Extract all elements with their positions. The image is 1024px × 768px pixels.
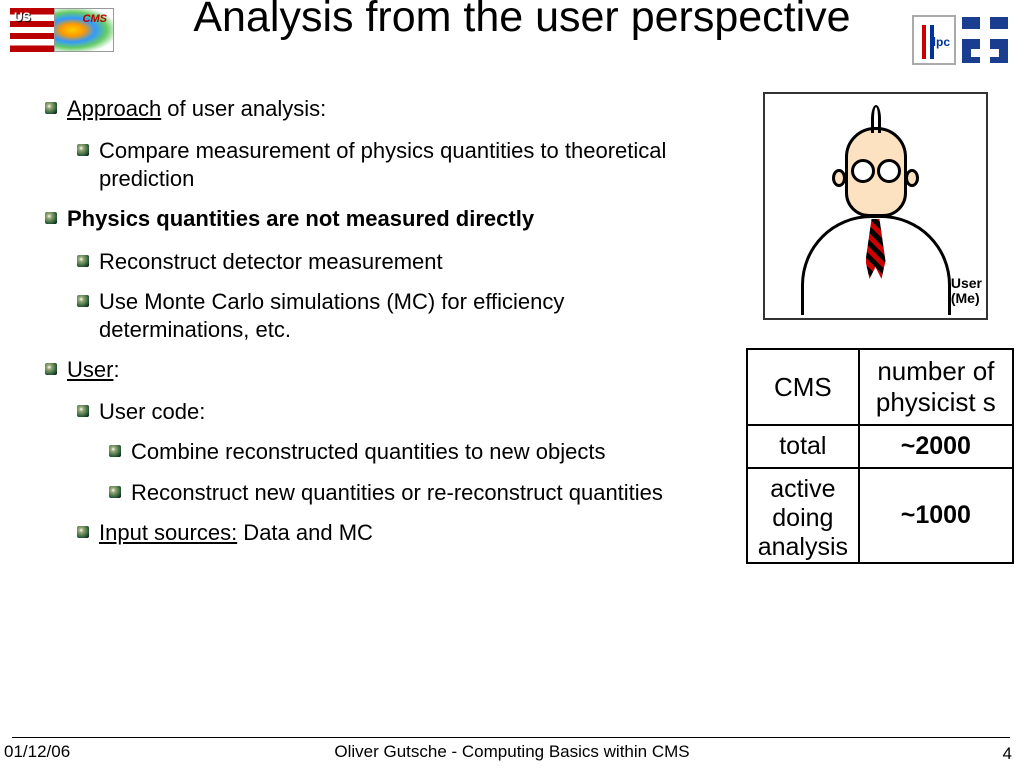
caption-line2: (Me)	[951, 290, 980, 306]
footer-rule	[12, 737, 1010, 738]
td-total-val: ~2000	[859, 425, 1013, 468]
user-label: User	[67, 357, 113, 382]
lpc-text: lpc	[933, 35, 950, 49]
lpc-logo-icon: lpc	[912, 15, 956, 65]
bullet-inputsources: Input sources: Data and MC	[77, 519, 705, 547]
physicists-table: CMS number of physicist s total ~2000 ac…	[746, 348, 1014, 564]
footer-pagenum: 4	[1003, 744, 1012, 764]
bullet-reconstruct: Reconstruct detector measurement	[77, 248, 705, 276]
input-label: Input sources:	[99, 520, 237, 545]
cartoon-caption: User (Me)	[951, 276, 982, 307]
td-active: active doing analysis	[747, 468, 859, 563]
user-rest: :	[113, 357, 119, 382]
th-cms: CMS	[747, 349, 859, 425]
cms-label: CMS	[83, 13, 107, 25]
bullet-mc: Use Monte Carlo simulations (MC) for eff…	[77, 288, 705, 344]
content-area: Approach of user analysis: Compare measu…	[45, 95, 705, 559]
td-total: total	[747, 425, 859, 468]
footer-author: Oliver Gutsche - Computing Basics within…	[0, 742, 1024, 762]
bullet-notdirect: Physics quantities are not measured dire…	[45, 205, 705, 233]
bullet-approach: Approach of user analysis:	[45, 95, 705, 123]
bullet-recon-new: Reconstruct new quantities or re-reconst…	[109, 479, 705, 507]
th-number: number of physicist s	[859, 349, 1013, 425]
td-active-val: ~1000	[859, 468, 1013, 563]
cms-spiral-icon: CMS	[54, 8, 114, 52]
bullet-combine: Combine reconstructed quantities to new …	[109, 438, 705, 466]
bullet-compare: Compare measurement of physics quantitie…	[77, 137, 705, 193]
us-flag-icon	[10, 8, 54, 52]
caption-line1: User	[951, 275, 982, 291]
bullet-user: User:	[45, 356, 705, 384]
approach-label: Approach	[67, 96, 161, 121]
approach-rest: of user analysis:	[161, 96, 326, 121]
input-rest: Data and MC	[237, 520, 373, 545]
bullet-usercode: User code:	[77, 398, 705, 426]
right-logos: lpc	[912, 12, 1012, 67]
slide-title: Analysis from the user perspective	[140, 0, 904, 41]
fermilab-logo-icon	[962, 17, 1008, 63]
us-cms-logo: CMS	[10, 8, 120, 73]
